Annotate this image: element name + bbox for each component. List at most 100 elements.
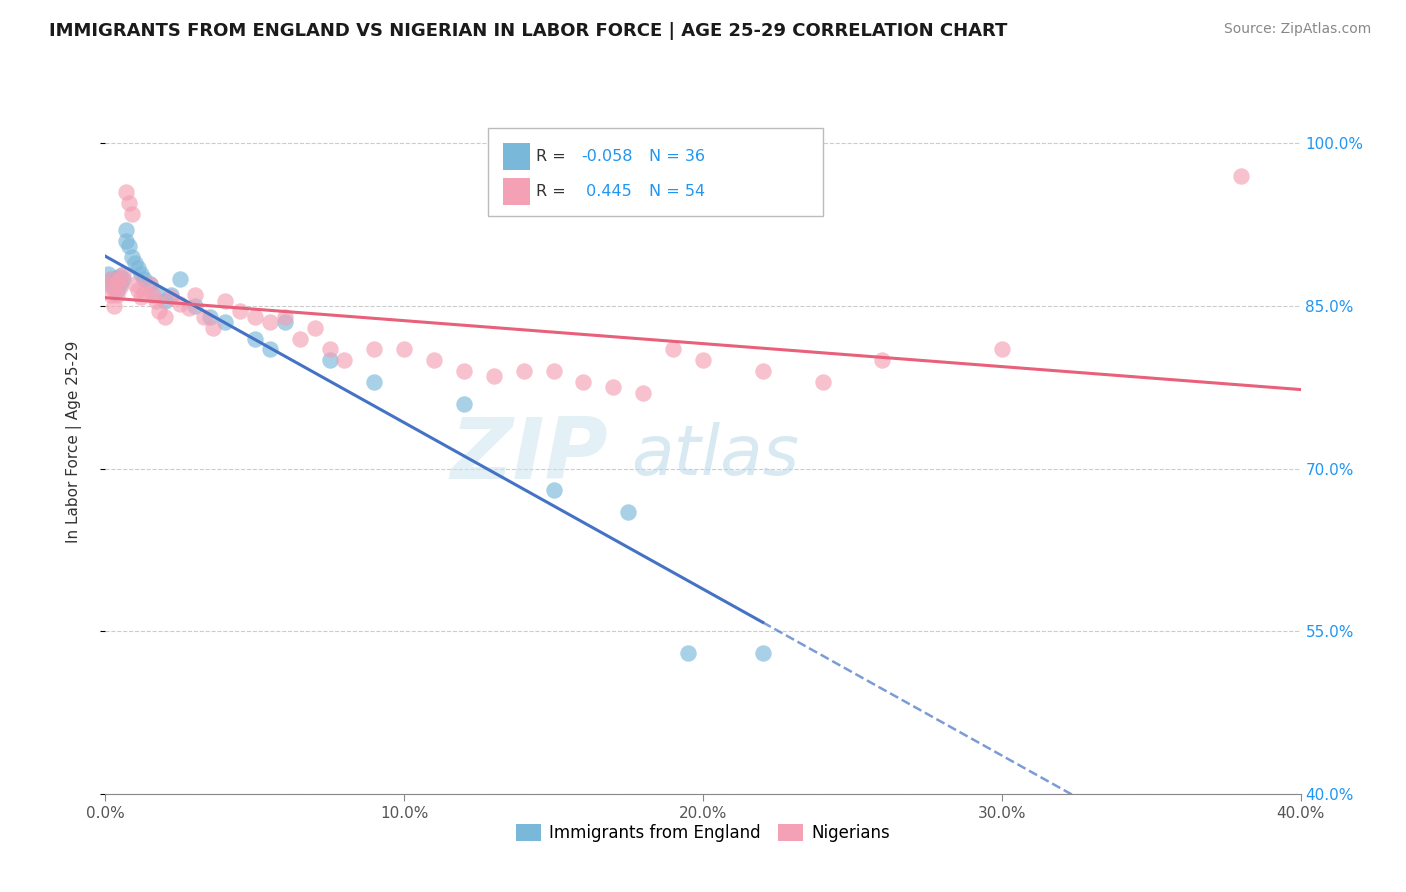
Point — [273, 310, 295, 324]
Point — [110, 279, 132, 293]
Point — [602, 380, 624, 394]
Point — [118, 196, 141, 211]
Point — [160, 288, 183, 302]
Point — [318, 343, 340, 357]
Point — [676, 646, 699, 660]
Point — [692, 353, 714, 368]
Point — [363, 375, 385, 389]
Point — [124, 255, 146, 269]
Point — [100, 272, 122, 286]
Point — [112, 272, 135, 286]
Point — [169, 272, 191, 286]
Point — [633, 385, 655, 400]
Point — [273, 315, 295, 329]
Point — [169, 297, 191, 311]
Point — [110, 272, 132, 286]
Text: atlas: atlas — [631, 422, 799, 489]
Point — [872, 353, 894, 368]
Text: R =: R = — [536, 184, 571, 199]
Point — [97, 267, 120, 281]
Point — [198, 310, 221, 324]
Point — [115, 234, 138, 248]
Text: Source: ZipAtlas.com: Source: ZipAtlas.com — [1223, 22, 1371, 37]
Point — [107, 275, 129, 289]
Point — [121, 250, 143, 264]
Text: -0.058: -0.058 — [581, 149, 633, 163]
Point — [288, 332, 311, 346]
Point — [107, 270, 129, 285]
Point — [751, 364, 773, 378]
Point — [112, 267, 135, 281]
Point — [214, 315, 236, 329]
Point — [202, 320, 225, 334]
Point — [100, 277, 122, 292]
Point — [751, 646, 773, 660]
Point — [118, 239, 141, 253]
Point — [363, 343, 385, 357]
Point — [103, 275, 125, 289]
Point — [155, 310, 177, 324]
Point — [423, 353, 446, 368]
Point — [103, 283, 125, 297]
Point — [662, 343, 685, 357]
Legend: Immigrants from England, Nigerians: Immigrants from England, Nigerians — [509, 817, 897, 849]
Point — [1229, 169, 1253, 183]
FancyBboxPatch shape — [488, 128, 823, 216]
Point — [513, 364, 536, 378]
Point — [617, 505, 640, 519]
Text: N = 36: N = 36 — [650, 149, 706, 163]
Point — [145, 285, 167, 300]
Bar — [503, 143, 530, 169]
Point — [121, 207, 143, 221]
Point — [100, 272, 122, 286]
Point — [333, 353, 356, 368]
Bar — [503, 178, 530, 205]
Point — [139, 277, 162, 292]
Point — [243, 310, 266, 324]
Point — [142, 288, 165, 302]
Point — [103, 299, 125, 313]
Point — [100, 288, 122, 302]
Point — [139, 277, 162, 292]
Point — [259, 343, 281, 357]
Point — [127, 283, 149, 297]
Point — [97, 277, 120, 292]
Point — [145, 293, 167, 308]
Y-axis label: In Labor Force | Age 25-29: In Labor Force | Age 25-29 — [66, 341, 82, 542]
Point — [453, 396, 475, 410]
Point — [110, 268, 132, 283]
Point — [394, 343, 416, 357]
Point — [148, 304, 170, 318]
Point — [243, 332, 266, 346]
Point — [177, 301, 201, 316]
Point — [453, 364, 475, 378]
Point — [107, 288, 129, 302]
Point — [811, 375, 834, 389]
Text: IMMIGRANTS FROM ENGLAND VS NIGERIAN IN LABOR FORCE | AGE 25-29 CORRELATION CHART: IMMIGRANTS FROM ENGLAND VS NIGERIAN IN L… — [49, 22, 1008, 40]
Point — [193, 310, 215, 324]
Point — [214, 293, 236, 308]
Point — [990, 343, 1012, 357]
Point — [160, 290, 183, 304]
Point — [134, 285, 156, 300]
Point — [127, 261, 149, 276]
Point — [129, 290, 153, 304]
Point — [482, 369, 505, 384]
Point — [110, 277, 132, 292]
Point — [229, 304, 252, 318]
Point — [184, 299, 207, 313]
Point — [543, 364, 565, 378]
Point — [572, 375, 595, 389]
Point — [318, 353, 340, 368]
Text: N = 54: N = 54 — [650, 184, 706, 199]
Point — [129, 267, 153, 281]
Point — [543, 483, 565, 498]
Point — [134, 272, 156, 286]
Text: 0.445: 0.445 — [581, 184, 631, 199]
Point — [115, 223, 138, 237]
Point — [304, 320, 326, 334]
Text: ZIP: ZIP — [450, 414, 607, 497]
Point — [107, 283, 129, 297]
Point — [184, 288, 207, 302]
Text: R =: R = — [536, 149, 571, 163]
